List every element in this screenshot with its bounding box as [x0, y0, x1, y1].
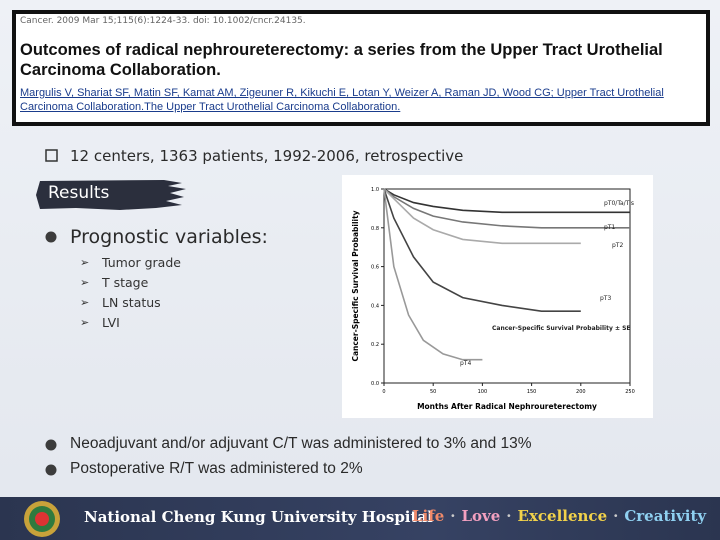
curve-label: pT3 [600, 295, 611, 302]
intro: 12 centers, 1363 patients, 1992-2006, re… [70, 147, 464, 165]
y-tick-label: 1.0 [371, 187, 379, 193]
motto-word: Love [461, 507, 501, 525]
circle-bullet [45, 231, 57, 243]
plot-frame [383, 188, 631, 384]
x-tick-label: 0 [382, 389, 385, 395]
x-tick-label: 150 [527, 389, 537, 395]
y-tick-label: 0.8 [371, 226, 379, 232]
survival-curve [383, 188, 630, 229]
table-title: Cancer-Specific Survival Probability ± S… [492, 325, 631, 332]
citation-box: Cancer. 2009 Mar 15;115(6):1224-33. doi:… [12, 10, 710, 126]
prognostic-heading: Prognostic variables: [70, 226, 268, 248]
motto-word: Life [412, 507, 445, 525]
authors[interactable]: Margulis V, Shariat SF, Matin SF, Kamat … [20, 87, 664, 113]
survival-curve [383, 188, 483, 361]
list-text: Tumor grade [102, 254, 181, 270]
survival-figure: 0.0 0.2 0.4 0.6 0.8 1.0 0 50 100 150 200 250 Cancer-… [342, 175, 653, 418]
prognostic-list: ➢ Tumor grade ➢ T stage ➢ LN status ➢ LVI [80, 252, 181, 332]
section-banner: Results [36, 180, 186, 210]
x-tick-label: 200 [576, 389, 586, 395]
arrow-bullet: ➢ [80, 295, 90, 309]
arrow-bullet: ➢ [80, 275, 90, 289]
arrow-bullet: ➢ [80, 315, 90, 329]
logo [24, 501, 60, 537]
circle-bullet [45, 439, 57, 451]
list-item: ➢ LN status [80, 292, 181, 312]
hospital-name: National Cheng Kung University Hospital [84, 508, 433, 526]
curve-label: pT1 [604, 224, 615, 231]
paper-title: Outcomes of radical nephroureterectomy: … [20, 41, 663, 79]
y-tick-label: 0.6 [371, 265, 379, 271]
arrow-bullet: ➢ [80, 255, 90, 269]
survival-curve [383, 188, 581, 245]
separator: · [450, 507, 456, 525]
separator: · [613, 507, 619, 525]
y-axis-label: Cancer-Specific Survival Probability [351, 210, 360, 361]
x-axis-label: Months After Radical Nephroureterectomy [417, 402, 597, 411]
footer: National Cheng Kung University Hospital … [0, 497, 720, 540]
y-tick-label: 0.0 [371, 381, 379, 387]
list-item: ➢ LVI [80, 312, 181, 332]
list-item: ➢ T stage [80, 272, 181, 292]
y-tick-label: 0.4 [371, 303, 379, 309]
checkbox-bullet [45, 149, 58, 162]
motto: Life · Love · Excellence · Creativity [412, 507, 706, 525]
survival-curve [383, 188, 630, 214]
x-tick-label: 100 [478, 389, 488, 395]
bullet: Postoperative R/T was administered to 2% [70, 460, 363, 477]
motto-word: Excellence [517, 507, 608, 525]
x-tick-label: 250 [625, 389, 635, 395]
y-tick-label: 0.2 [371, 342, 379, 348]
section-title: Results [48, 183, 110, 203]
motto-word: Creativity [624, 507, 707, 525]
list-text: LN status [102, 294, 161, 310]
separator: · [506, 507, 512, 525]
list-text: LVI [102, 314, 120, 330]
curve-label: pT2 [612, 242, 623, 249]
journal: Cancer. 2009 Mar 15;115(6):1224-33. doi:… [20, 16, 306, 26]
list-text: T stage [102, 274, 149, 290]
circle-bullet [45, 464, 57, 476]
x-tick-label: 50 [430, 389, 436, 395]
curve-label: pT4 [460, 360, 471, 367]
bullet: Neoadjuvant and/or adjuvant C/T was admi… [70, 435, 532, 452]
curve-label: pT0/Ta/Tis [604, 200, 634, 207]
survival-curve [383, 188, 581, 313]
list-item: ➢ Tumor grade [80, 252, 181, 272]
